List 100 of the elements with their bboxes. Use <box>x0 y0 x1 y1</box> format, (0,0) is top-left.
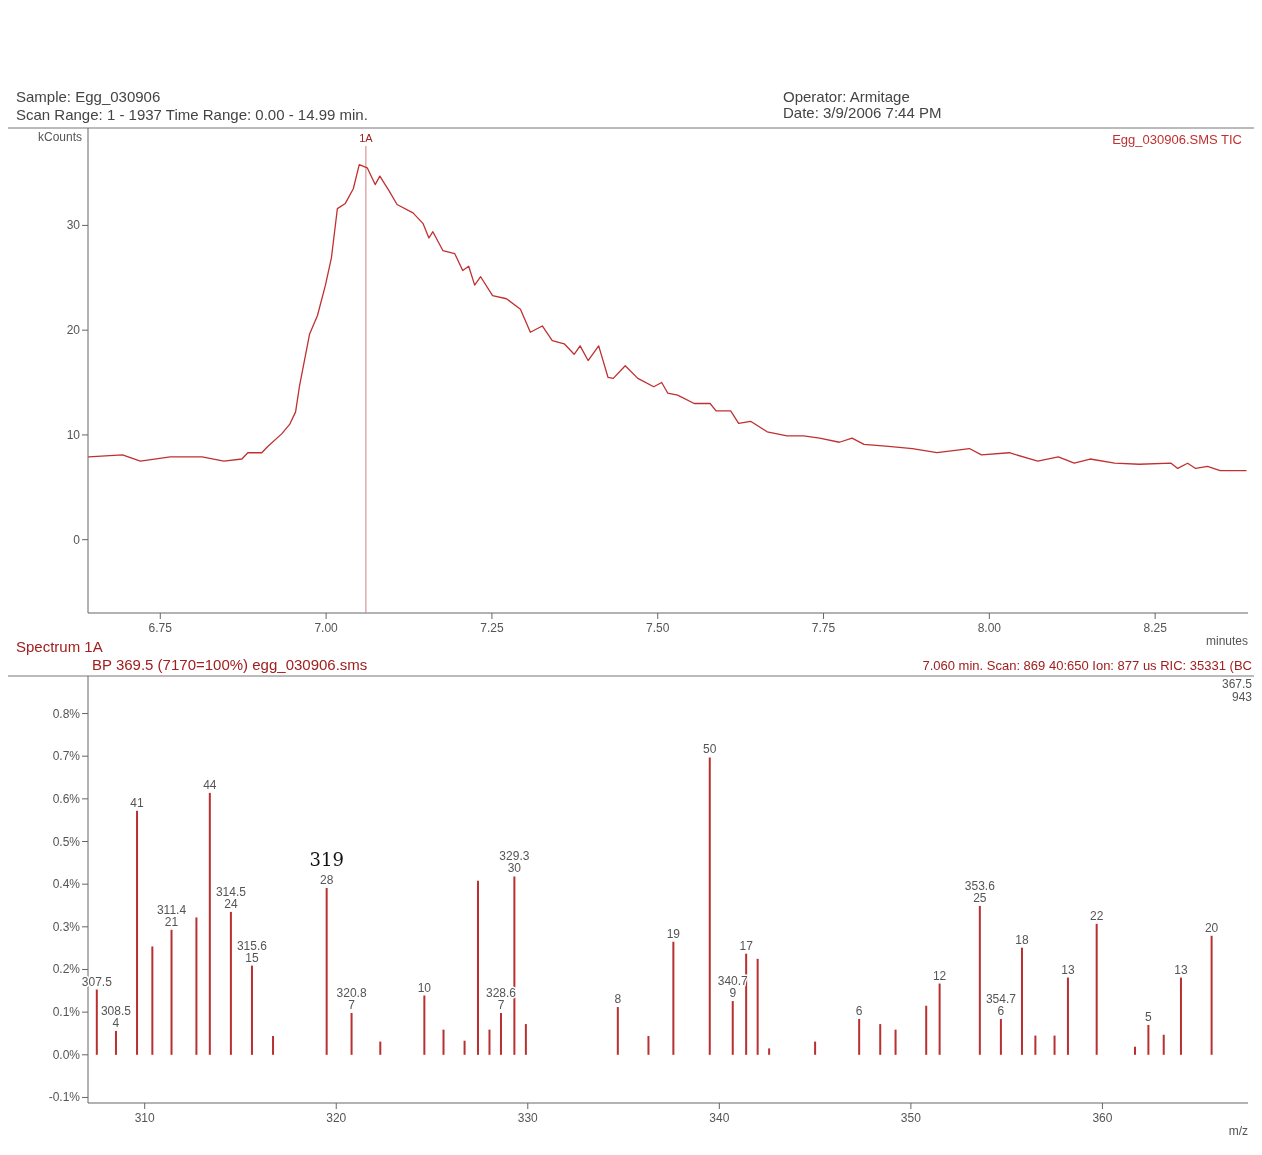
bar <box>379 1041 382 1055</box>
bar <box>476 880 479 1055</box>
y-tick-label: 0.2% <box>52 962 81 977</box>
text: Date: 3/9/2006 7:44 PM <box>783 104 942 121</box>
bar <box>463 1040 466 1055</box>
bar <box>647 1036 650 1055</box>
annotation: 354.7 6 <box>985 991 1017 1018</box>
y-tick-label: -0.1% <box>48 1090 81 1105</box>
bar <box>814 1041 817 1055</box>
y-tick-label: 0.8% <box>52 706 81 721</box>
x-tick-label: 8.00 <box>977 621 1002 635</box>
bar <box>616 1007 619 1055</box>
annotation: 8 <box>614 992 622 1007</box>
y-tick-label: 0.5% <box>52 834 81 849</box>
x-axis-title: minutes <box>1205 634 1248 648</box>
bar <box>442 1029 445 1055</box>
y-tick-label: 10 <box>66 427 81 442</box>
annotation: 19 <box>666 926 681 941</box>
x-tick-label: 320 <box>326 1111 347 1125</box>
bar <box>208 792 211 1055</box>
bar <box>524 1024 527 1055</box>
bar <box>350 1012 353 1055</box>
bar <box>229 911 232 1055</box>
y-tick-label: 0.0% <box>52 1047 81 1062</box>
x-tick-label: 7.00 <box>314 621 339 635</box>
bar <box>1179 977 1182 1055</box>
annotation: 315.6 15 <box>236 938 268 965</box>
chart-title: Spectrum 1A <box>16 638 103 655</box>
annotation: 314.5 24 <box>215 884 247 911</box>
annotation: 13 <box>1061 962 1075 977</box>
annotation: 18 <box>1015 932 1029 947</box>
bar <box>1066 977 1069 1055</box>
annotation: 308.5 4 <box>100 1003 132 1030</box>
bar <box>925 1005 928 1055</box>
annotation: 320.8 7 <box>336 985 367 1012</box>
annotation: 28 <box>319 873 334 888</box>
bar <box>1133 1046 1136 1055</box>
annotation: 311.4 21 <box>156 902 187 929</box>
annotation: 12 <box>932 968 947 983</box>
y-tick-label: 20 <box>66 323 81 338</box>
x-tick-label: 7.75 <box>811 621 836 635</box>
annotation: 5 <box>1145 1009 1153 1024</box>
annotation: 6 <box>855 1003 863 1018</box>
x-axis-title: m/z <box>1228 1124 1248 1138</box>
x-tick-label: 360 <box>1092 1111 1113 1125</box>
bar <box>999 1018 1002 1055</box>
chart-subtitle: Scan Range: 1 - 1937 Time Range: 0.00 - 14.99 min. <box>16 106 368 123</box>
bar <box>1147 1024 1150 1055</box>
bar <box>756 958 759 1055</box>
chart-subtitle: BP 369.5 (7170=100%) egg_030906.sms <box>92 656 368 673</box>
bar <box>423 995 426 1055</box>
y-axis-title: kCounts <box>37 130 82 144</box>
bar <box>672 941 675 1055</box>
annotation: 10 <box>417 980 432 995</box>
annotation: 44 <box>203 777 217 792</box>
bar <box>95 989 98 1055</box>
ref-line-label: 1A <box>359 132 374 144</box>
bar <box>1020 947 1023 1055</box>
bar <box>151 946 154 1055</box>
x-tick-label: 340 <box>709 1111 730 1125</box>
annotation: 319 <box>309 849 344 871</box>
bar <box>499 1012 502 1055</box>
annotation: 943 <box>1231 690 1253 704</box>
y-tick-label: 30 <box>66 218 81 233</box>
x-tick-label: 8.25 <box>1143 621 1168 635</box>
chart-title: Sample: Egg_030906 <box>16 88 161 105</box>
bar <box>858 1018 861 1055</box>
annotation: 17 <box>739 938 754 953</box>
bar <box>1210 935 1213 1055</box>
annotation: 41 <box>130 795 145 810</box>
bar <box>879 1024 882 1055</box>
y-tick-label: 0.3% <box>52 919 81 934</box>
bar <box>250 965 253 1055</box>
line-series <box>88 164 1247 472</box>
bar <box>114 1030 117 1055</box>
x-tick-label: 310 <box>134 1111 156 1125</box>
text: Operator: Armitage <box>783 88 910 105</box>
annotation: 20 <box>1204 920 1219 935</box>
annotation: 13 <box>1174 962 1188 977</box>
text: Egg_030906.SMS TIC <box>1112 132 1242 147</box>
bar <box>136 810 139 1055</box>
annotation: 22 <box>1090 908 1104 923</box>
y-tick-label: 0.1% <box>52 1005 81 1020</box>
bar <box>195 917 198 1055</box>
annotation: 329.3 30 <box>499 849 530 876</box>
bar <box>978 905 981 1055</box>
y-tick-label: 0 <box>73 532 81 547</box>
bar <box>708 757 711 1055</box>
annotation: 353.6 25 <box>964 878 996 905</box>
x-tick-label: 7.50 <box>646 621 670 635</box>
annotation: 367.5 <box>1221 677 1253 691</box>
x-tick-label: 6.75 <box>148 621 173 635</box>
bar <box>1053 1035 1056 1055</box>
bar <box>731 1001 734 1055</box>
bar <box>488 1029 491 1055</box>
bar <box>894 1029 897 1055</box>
bar <box>1162 1034 1165 1055</box>
text: 7.060 min. Scan: 869 40:650 Ion: 877 us RIC: 35331 (BC <box>922 658 1252 673</box>
annotation: 307.5 <box>81 974 113 989</box>
y-tick-label: 0.7% <box>52 749 81 764</box>
